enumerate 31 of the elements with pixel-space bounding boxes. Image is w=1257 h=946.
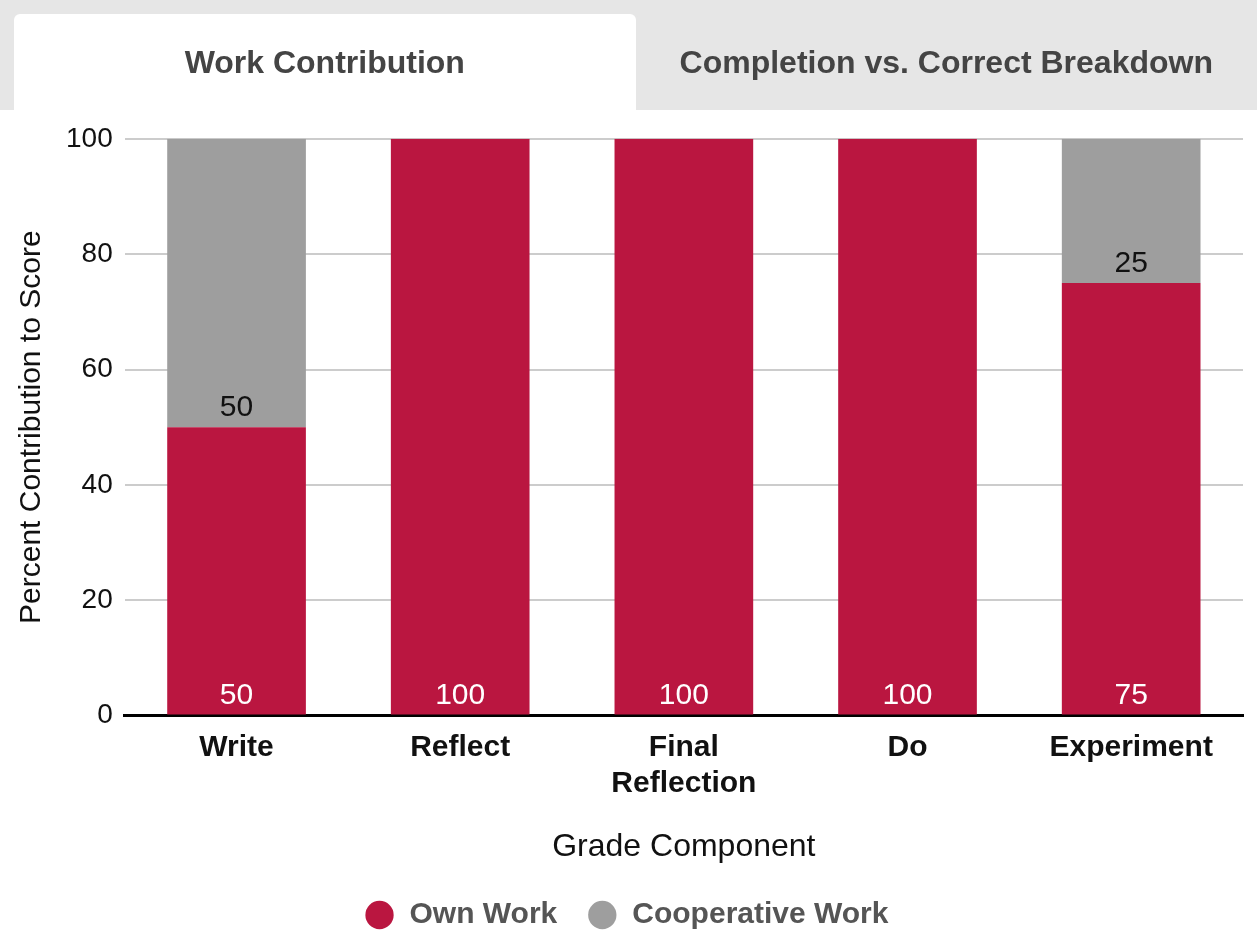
data-label: 50 [219, 389, 254, 423]
y-tick-label: 80 [81, 236, 113, 268]
y-tick-label: 100 [66, 121, 113, 153]
bar [1061, 283, 1201, 715]
x-tick-label: Final Reflection [611, 728, 757, 798]
text: Work Contribution [14, 14, 636, 110]
x-axis-title: Grade Component [552, 826, 816, 863]
data-label: 50 [219, 676, 254, 710]
bar [167, 138, 306, 428]
bar [614, 138, 754, 715]
bar [167, 427, 306, 715]
y-tick-label: 0 [97, 698, 113, 730]
legend-label: Cooperative Work [632, 896, 889, 930]
y-axis-title: Percent Contribution to Score [13, 230, 47, 624]
y-tick-label: 60 [81, 352, 113, 384]
bar [390, 138, 530, 715]
x-tick-label: Experiment [1049, 728, 1213, 762]
legend-label: Own Work [409, 896, 558, 930]
x-tick-label: Write [199, 728, 274, 762]
text: Completion vs. Correct Breakdown [635, 14, 1257, 110]
data-label: 100 [882, 676, 933, 710]
bar [1061, 138, 1201, 283]
data-label: 100 [435, 676, 486, 710]
x-tick-label: Do [887, 728, 928, 762]
bar [838, 138, 977, 715]
data-label: 25 [1114, 245, 1148, 279]
y-tick-label: 40 [81, 467, 113, 499]
data-label: 100 [658, 676, 709, 710]
data-label: 75 [1114, 676, 1148, 710]
y-tick-label: 20 [81, 582, 113, 614]
x-tick-label: Reflect [410, 728, 511, 762]
